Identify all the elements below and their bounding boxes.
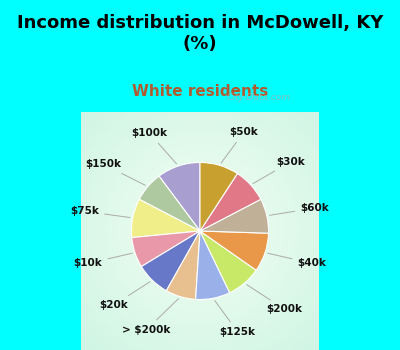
Text: $150k: $150k bbox=[86, 159, 145, 185]
Wedge shape bbox=[200, 199, 268, 233]
Wedge shape bbox=[159, 162, 200, 231]
Wedge shape bbox=[139, 176, 200, 231]
Wedge shape bbox=[166, 231, 200, 299]
Wedge shape bbox=[196, 231, 230, 300]
Text: $60k: $60k bbox=[270, 203, 329, 215]
Text: $40k: $40k bbox=[268, 253, 326, 268]
Wedge shape bbox=[200, 162, 237, 231]
Text: City-Data.com: City-Data.com bbox=[226, 93, 290, 102]
Text: Income distribution in McDowell, KY
(%): Income distribution in McDowell, KY (%) bbox=[17, 14, 383, 53]
Text: $10k: $10k bbox=[74, 253, 132, 268]
Text: $125k: $125k bbox=[215, 301, 256, 337]
Text: $75k: $75k bbox=[70, 206, 130, 217]
Wedge shape bbox=[200, 231, 268, 270]
Wedge shape bbox=[200, 174, 261, 231]
Text: $30k: $30k bbox=[253, 157, 305, 183]
Text: $200k: $200k bbox=[247, 285, 303, 314]
Wedge shape bbox=[132, 199, 200, 238]
Text: $100k: $100k bbox=[132, 128, 176, 164]
Wedge shape bbox=[200, 231, 256, 293]
Text: White residents: White residents bbox=[132, 84, 268, 99]
Text: $50k: $50k bbox=[221, 127, 258, 163]
Wedge shape bbox=[132, 231, 200, 267]
Wedge shape bbox=[141, 231, 200, 291]
Text: > $200k: > $200k bbox=[122, 299, 178, 335]
Text: $20k: $20k bbox=[100, 282, 150, 310]
